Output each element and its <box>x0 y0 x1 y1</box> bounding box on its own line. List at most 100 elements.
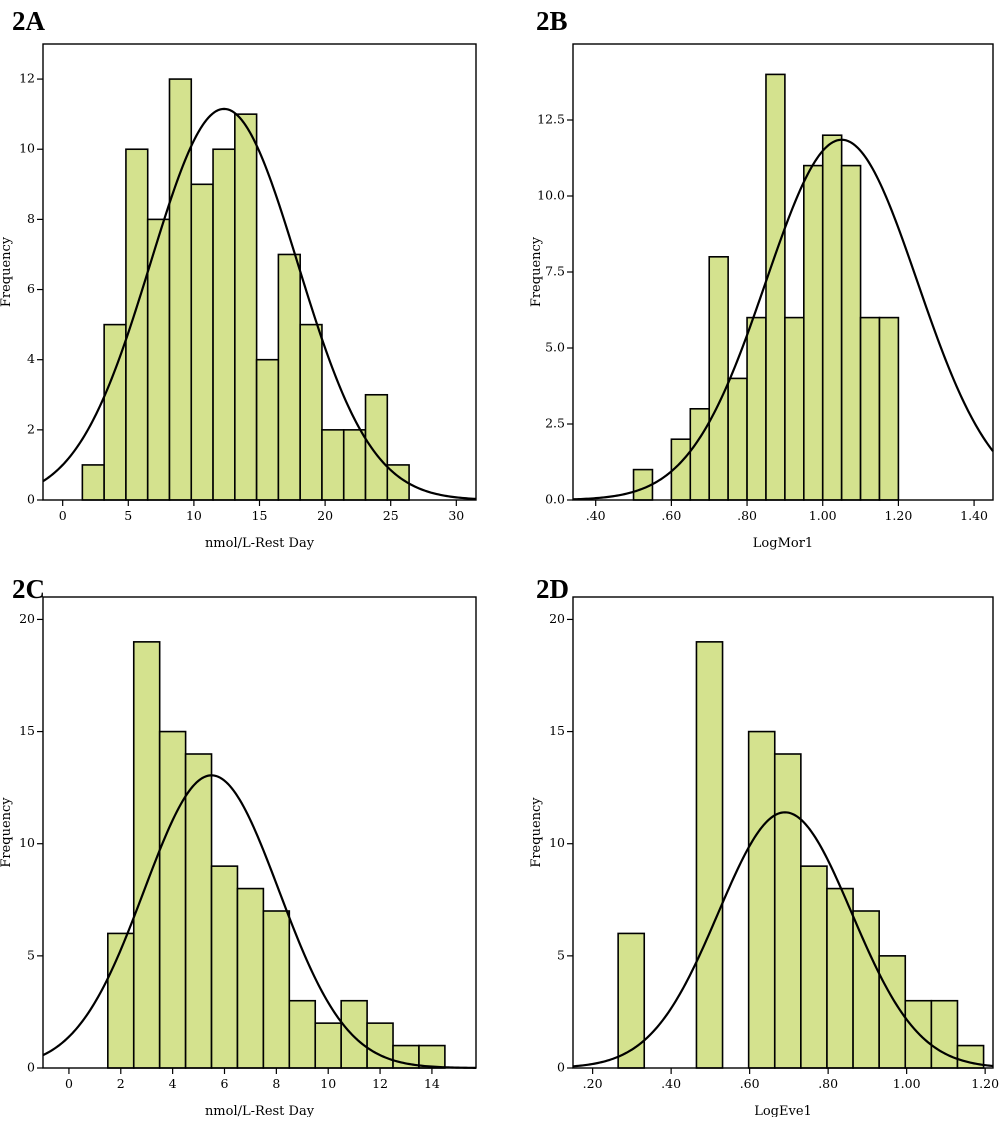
y-tick-label: 12 <box>19 71 35 86</box>
x-tick-label: 14 <box>424 1076 440 1091</box>
x-axis-label: nmol/L-Rest Day <box>205 1104 315 1117</box>
histogram-bar <box>418 1044 446 1069</box>
x-tick-label: 5 <box>124 508 132 523</box>
y-tick-label: 0.0 <box>545 492 565 507</box>
x-tick-label: 1.20 <box>971 1076 999 1091</box>
histogram-bar <box>747 730 776 1069</box>
histogram-bar <box>859 316 881 501</box>
histogram-bar <box>695 641 724 1069</box>
y-axis-label: Frequency <box>0 236 14 307</box>
histogram-bar <box>81 464 105 501</box>
histogram-bar <box>840 164 862 501</box>
y-tick-label: 8 <box>27 211 35 226</box>
histogram-bar <box>617 932 646 1069</box>
histogram-bar <box>878 316 900 501</box>
histogram-bar <box>342 429 367 501</box>
panel-label: 2A <box>12 6 46 36</box>
x-tick-label: .80 <box>737 508 757 523</box>
x-axis-label: LogEve1 <box>754 1104 812 1117</box>
histogram-bar <box>236 887 265 1069</box>
x-tick-label: 1.00 <box>809 508 837 523</box>
y-tick-label: 20 <box>19 611 35 626</box>
y-tick-label: 15 <box>19 723 35 738</box>
y-tick-label: 10 <box>19 835 35 850</box>
x-tick-label: .40 <box>586 508 606 523</box>
panel-label: 2C <box>12 574 45 604</box>
x-axis-label: nmol/L-Rest Day <box>205 536 315 551</box>
y-tick-label: 5 <box>27 947 35 962</box>
y-tick-label: 10.0 <box>537 188 565 203</box>
y-tick-label: 4 <box>27 351 35 366</box>
histogram-bar <box>321 429 345 501</box>
y-tick-label: 10 <box>549 835 565 850</box>
histogram-bar <box>262 910 291 1069</box>
histogram-bar <box>366 1022 394 1069</box>
y-tick-label: 5 <box>557 947 565 962</box>
panel-label: 2B <box>536 6 568 36</box>
y-tick-label: 0 <box>27 492 35 507</box>
histogram-bar <box>212 148 236 501</box>
histogram-bar <box>765 73 786 501</box>
histogram-bar <box>190 183 214 501</box>
x-tick-label: .60 <box>740 1076 760 1091</box>
histogram-bar <box>727 377 748 501</box>
y-axis-label: Frequency <box>529 236 544 307</box>
normal-distribution-curve <box>42 774 477 1069</box>
normal-distribution-curve <box>572 138 994 501</box>
x-tick-label: .80 <box>818 1076 838 1091</box>
x-tick-label: 2 <box>117 1076 125 1091</box>
histogram-bar <box>125 148 149 501</box>
x-tick-label: 30 <box>448 508 464 523</box>
histogram-bar <box>689 407 711 501</box>
histogram-bar <box>826 887 854 1069</box>
y-tick-label: 6 <box>27 281 35 296</box>
x-tick-label: 1.40 <box>960 508 988 523</box>
y-tick-label: 0 <box>557 1060 565 1075</box>
x-axis-label: LogMor1 <box>753 536 813 551</box>
normal-distribution-curve <box>572 811 994 1068</box>
histogram-bar <box>746 316 767 501</box>
x-tick-label: 20 <box>317 508 333 523</box>
x-tick-label: 25 <box>383 508 399 523</box>
histogram-bar <box>277 253 301 501</box>
x-tick-label: .60 <box>661 508 681 523</box>
histogram-bar <box>299 323 323 501</box>
histogram-bar <box>132 641 161 1069</box>
y-tick-label: 2 <box>27 421 35 436</box>
histogram-bar <box>168 78 193 501</box>
x-tick-label: 1.20 <box>884 508 912 523</box>
histogram-panel-2d: 2D .20 .40 .60 .80 1.00 1.20 0 5 10 15 20 LogEve1 Fre… <box>529 574 999 1119</box>
histogram-bar <box>708 255 729 501</box>
histogram-bar <box>340 999 368 1069</box>
histogram-panel-2b: 2B .40 .60 .80 1.00 1.20 1.40 0.0 2.5 5.0 7.5 10.0 1… <box>529 6 994 551</box>
histogram-bar <box>107 932 135 1069</box>
x-tick-label: 4 <box>169 1076 177 1091</box>
histogram-bar <box>210 865 239 1069</box>
x-tick-label: .20 <box>583 1076 603 1091</box>
x-tick-label: 0 <box>65 1076 73 1091</box>
x-tick-label: 6 <box>221 1076 229 1091</box>
plot-frame <box>572 596 994 1069</box>
histogram-bar <box>364 393 389 501</box>
histogram-bar <box>158 730 187 1069</box>
y-tick-label: 0 <box>27 1060 35 1075</box>
histogram-bar <box>784 316 805 501</box>
panel-label: 2D <box>536 574 569 604</box>
histogram-bar <box>288 999 317 1069</box>
histogram-bar <box>234 113 258 501</box>
x-tick-label: 12 <box>372 1076 388 1091</box>
y-tick-label: 2.5 <box>545 416 565 431</box>
histogram-bar <box>803 164 824 501</box>
histogram-bar <box>314 1022 342 1069</box>
x-tick-label: 1.00 <box>893 1076 921 1091</box>
histogram-bar <box>255 358 280 501</box>
histogram-bar <box>852 910 880 1069</box>
y-tick-label: 12.5 <box>537 112 565 127</box>
x-tick-label: .40 <box>661 1076 681 1091</box>
histogram-bar <box>821 134 843 501</box>
histogram-panel-2a: 2A 0 5 10 15 20 25 30 0 2 4 6 8 10 12 nmol/L-Rest Day Fr… <box>0 6 477 551</box>
histogram-bar <box>800 865 828 1069</box>
y-axis-label: Frequency <box>0 797 14 868</box>
